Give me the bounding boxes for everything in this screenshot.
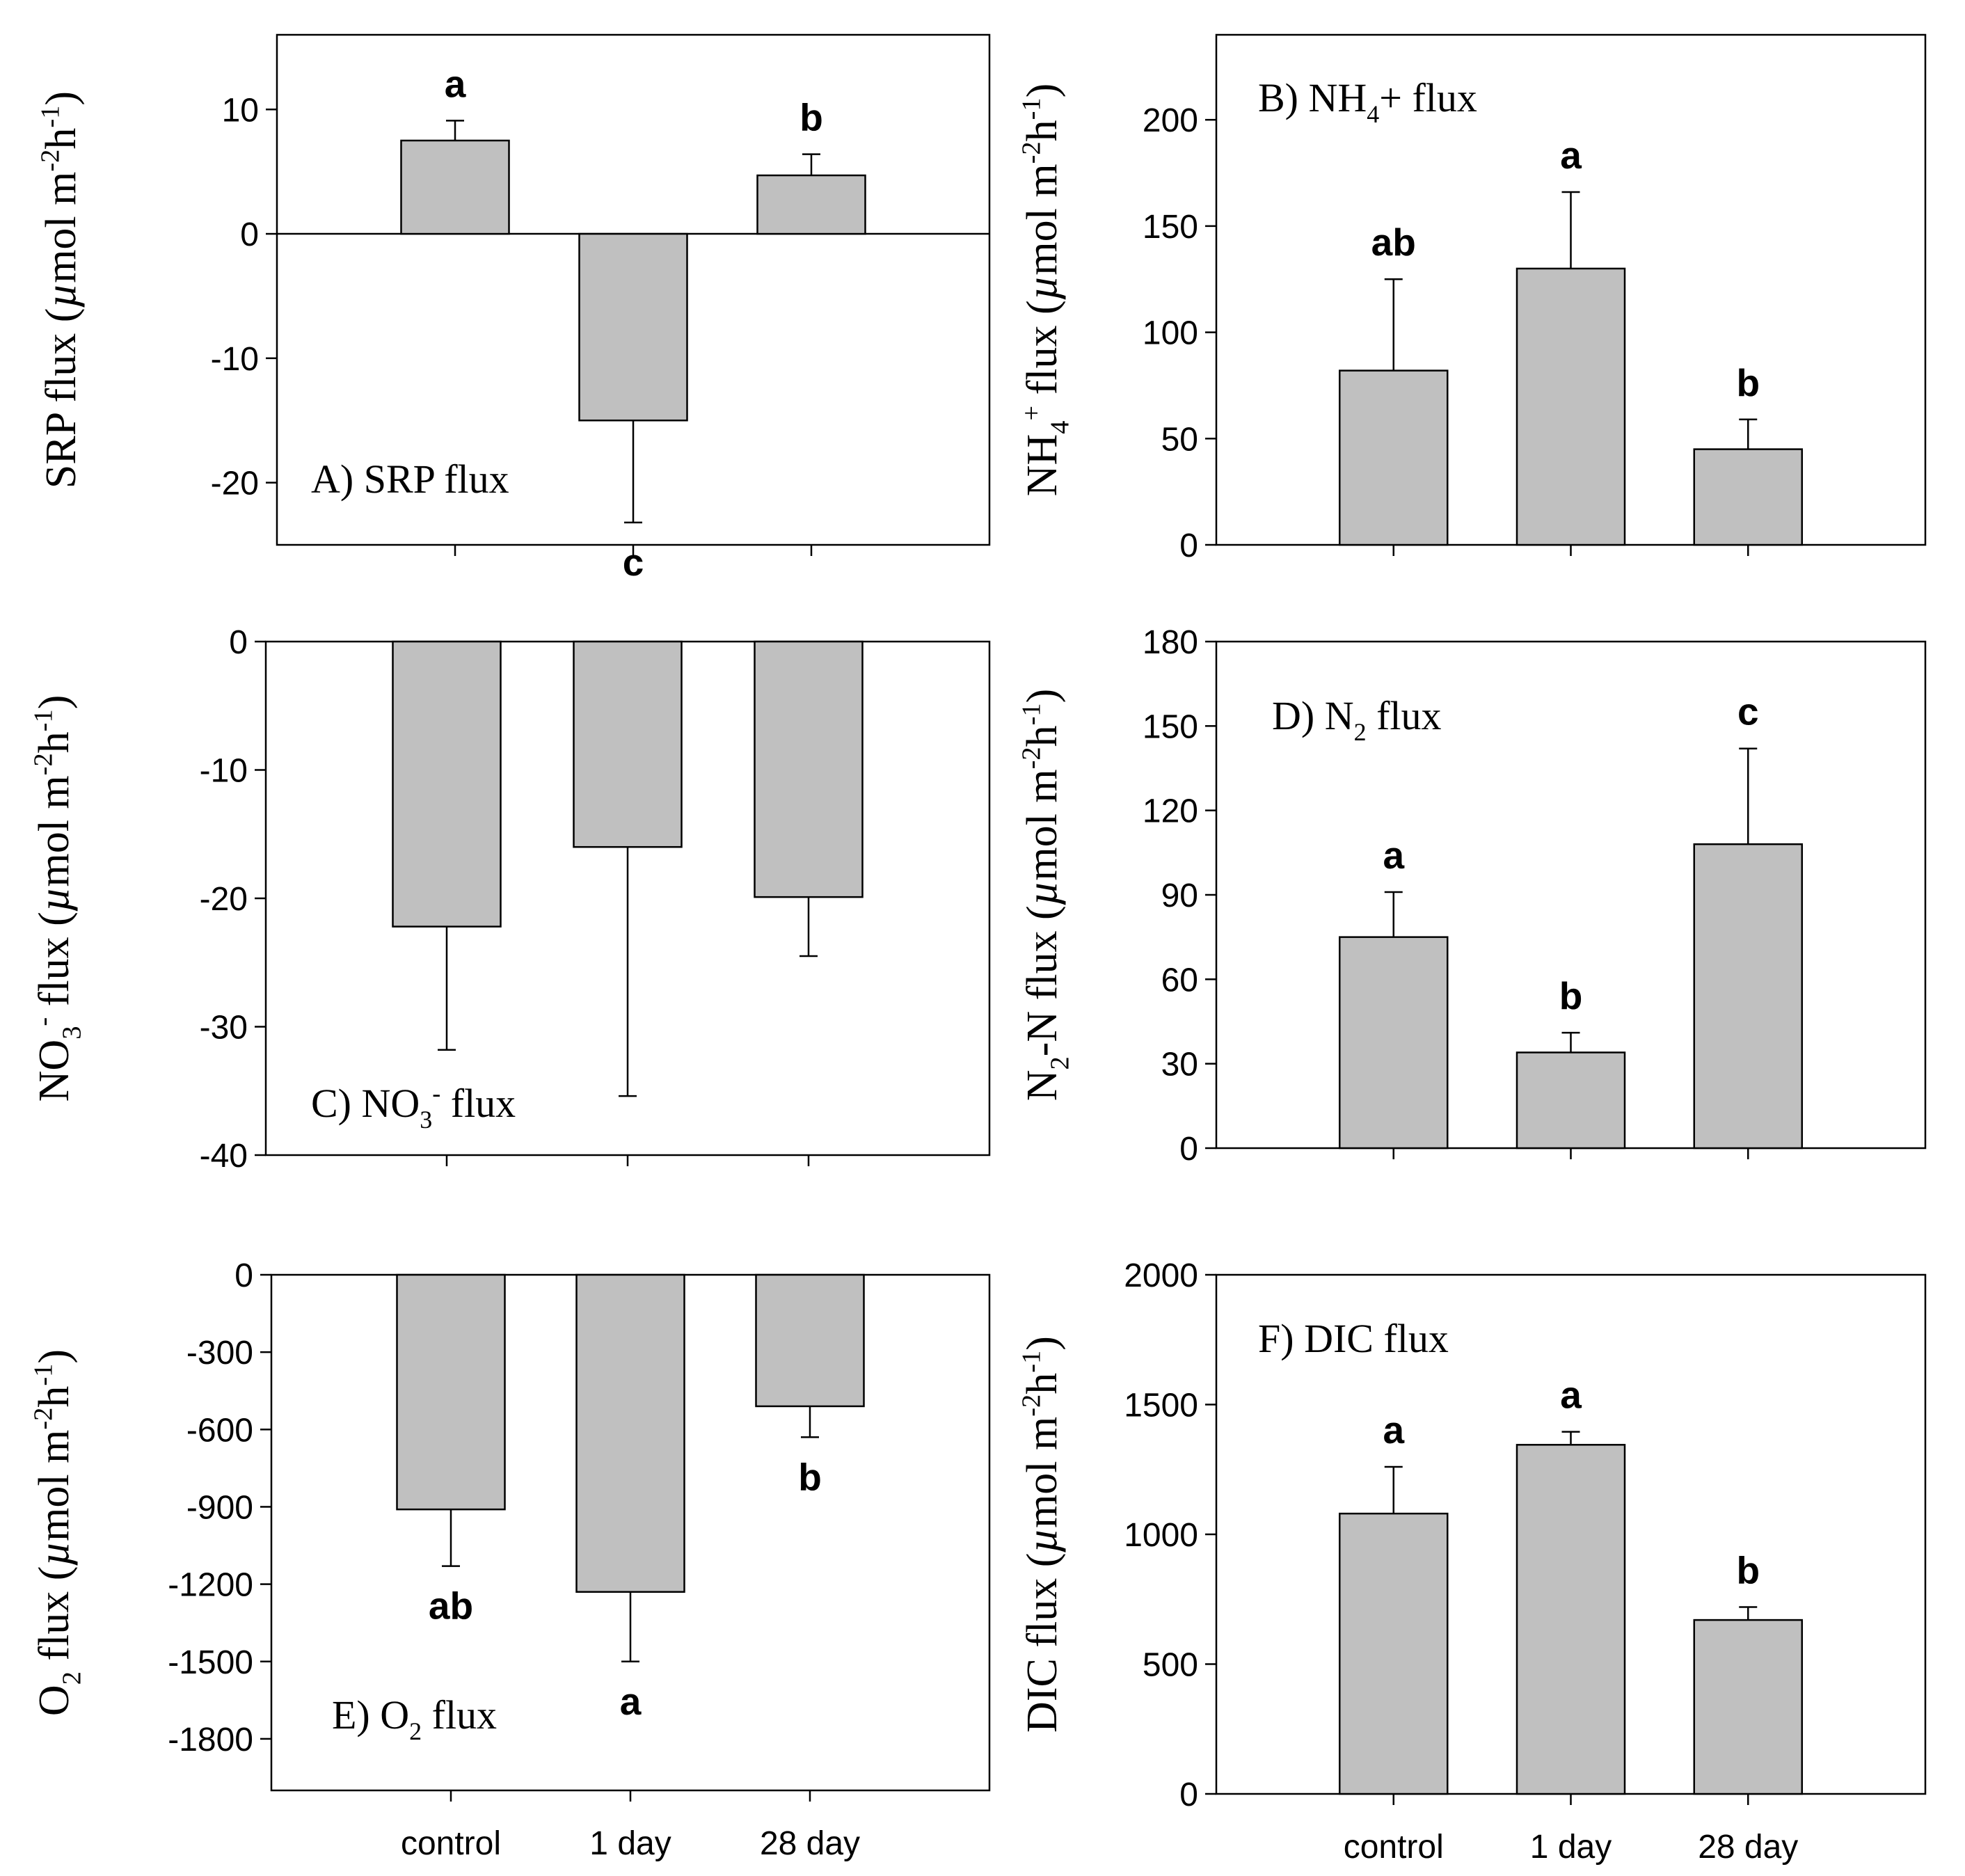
significance-letter: c bbox=[1737, 690, 1759, 733]
y-axis-title: NH4​+​ flux (µmol m-2​h-1​) bbox=[1017, 84, 1074, 497]
panel-title: E) O2​ flux bbox=[332, 1692, 497, 1745]
y-tick-label: -40 bbox=[200, 1138, 248, 1175]
y-axis-title: N2​-N flux (µmol m-2​h-1​) bbox=[1017, 689, 1074, 1102]
bar-control bbox=[392, 640, 502, 928]
y-tick-label: -900 bbox=[186, 1489, 253, 1526]
y-tick-label: 500 bbox=[1143, 1647, 1198, 1684]
y-tick-label: 180 bbox=[1143, 624, 1198, 661]
y-axis-title: SRP flux (µmol m-2​h-1​) bbox=[35, 91, 85, 488]
y-tick-label: -1500 bbox=[168, 1644, 253, 1681]
panel-title: A) SRP flux bbox=[311, 456, 509, 502]
category-label: 1 day bbox=[589, 1825, 671, 1862]
bar-1-day bbox=[1515, 1444, 1626, 1795]
bar-control bbox=[400, 139, 510, 235]
bar-28-day bbox=[1693, 843, 1803, 1150]
bar-1-day bbox=[1515, 1051, 1626, 1150]
y-tick-label: -20 bbox=[200, 881, 248, 918]
significance-letter: ab bbox=[1371, 221, 1416, 264]
y-tick-label: 0 bbox=[240, 216, 259, 253]
significance-letter: a bbox=[445, 62, 466, 105]
y-tick-label: -10 bbox=[211, 341, 259, 378]
y-tick-label: 0 bbox=[1179, 1776, 1198, 1813]
y-tick-label: 50 bbox=[1161, 421, 1198, 458]
significance-letter: a bbox=[1383, 1408, 1404, 1452]
bar-28-day bbox=[1693, 448, 1803, 546]
bar-1-day bbox=[578, 232, 688, 422]
y-tick-label: 1000 bbox=[1124, 1517, 1198, 1554]
significance-letter: b bbox=[798, 1455, 822, 1498]
category-label: 1 day bbox=[1530, 1829, 1612, 1866]
bar-28-day bbox=[754, 640, 864, 898]
bar-control bbox=[396, 1273, 506, 1511]
category-label: control bbox=[1344, 1829, 1444, 1866]
y-tick-label: 30 bbox=[1161, 1047, 1198, 1083]
bar-1-day bbox=[575, 1273, 685, 1593]
panel-f: 0 500 1000 1500 2000 a a b control 1 day 28 day F) … bbox=[1017, 1257, 1927, 1866]
panel-title: F) DIC flux bbox=[1258, 1316, 1449, 1361]
bar-1-day bbox=[573, 640, 683, 848]
bar-control bbox=[1339, 936, 1449, 1150]
y-tick-label: 90 bbox=[1161, 877, 1198, 914]
significance-letter: b bbox=[799, 96, 823, 139]
y-tick-label: 1500 bbox=[1124, 1388, 1198, 1424]
bar-28-day bbox=[1693, 1619, 1803, 1795]
panel-c: 0 -10 -20 -30 -40 C) NO3​-​ flux NO3​-​ flux (… bbox=[29, 624, 991, 1175]
y-axis-title: NO3​-​ flux (µmol m-2​h-1​) bbox=[29, 695, 86, 1102]
y-tick-label: -1800 bbox=[168, 1722, 253, 1758]
significance-letter: a bbox=[1383, 834, 1404, 877]
y-axis-title: DIC flux (µmol m-2​h-1​) bbox=[1017, 1336, 1066, 1733]
y-tick-label: 150 bbox=[1143, 708, 1198, 745]
panel-a: 10 0 -10 -20 a c b A) SRP flux SRP flux (µmol m-… bbox=[35, 33, 991, 584]
bar-control bbox=[1339, 1512, 1449, 1795]
category-label: control bbox=[401, 1825, 501, 1862]
y-tick-label: 0 bbox=[1179, 1131, 1198, 1168]
y-tick-label: -10 bbox=[200, 753, 248, 790]
y-tick-label: 0 bbox=[234, 1257, 253, 1294]
y-tick-label: 200 bbox=[1143, 102, 1198, 139]
y-axis-title: O2​ flux (µmol m-2​h-1​) bbox=[29, 1349, 86, 1716]
y-tick-label: -30 bbox=[200, 1010, 248, 1047]
panel-title: B) NH4​+ flux bbox=[1258, 75, 1477, 128]
significance-letter: c bbox=[623, 541, 644, 584]
panel-d: 0 30 60 90 120 150 180 a b c D) N2​ flux N2​-N flux… bbox=[1017, 624, 1927, 1168]
y-tick-label: 0 bbox=[229, 624, 248, 661]
y-tick-label: 150 bbox=[1143, 209, 1198, 246]
y-tick-label: 60 bbox=[1161, 962, 1198, 999]
significance-letter: b bbox=[1736, 1548, 1760, 1591]
bar-1-day bbox=[1515, 267, 1626, 546]
significance-letter: a bbox=[1560, 134, 1582, 177]
significance-letter: a bbox=[620, 1680, 642, 1723]
category-label: 28 day bbox=[1698, 1829, 1798, 1866]
category-label: 28 day bbox=[760, 1825, 860, 1862]
y-tick-label: -1200 bbox=[168, 1567, 253, 1604]
significance-letter: a bbox=[1560, 1374, 1582, 1417]
bar-28-day bbox=[755, 1273, 865, 1408]
y-tick-label: 2000 bbox=[1124, 1257, 1198, 1294]
significance-letter: ab bbox=[429, 1584, 473, 1628]
panel-title: C) NO3​-​ flux bbox=[311, 1079, 516, 1134]
y-tick-label: -300 bbox=[186, 1335, 253, 1372]
y-tick-label: 0 bbox=[1179, 527, 1198, 564]
y-tick-label: -20 bbox=[211, 466, 259, 502]
bar-28-day bbox=[756, 174, 866, 235]
bar-control bbox=[1339, 369, 1449, 546]
y-tick-label: -600 bbox=[186, 1412, 253, 1449]
significance-letter: b bbox=[1736, 361, 1760, 404]
significance-letter: b bbox=[1559, 974, 1583, 1017]
y-tick-label: 120 bbox=[1143, 793, 1198, 830]
y-tick-label: 100 bbox=[1143, 315, 1198, 352]
panel-title: D) N2​ flux bbox=[1272, 693, 1442, 746]
y-tick-label: 10 bbox=[222, 92, 259, 129]
